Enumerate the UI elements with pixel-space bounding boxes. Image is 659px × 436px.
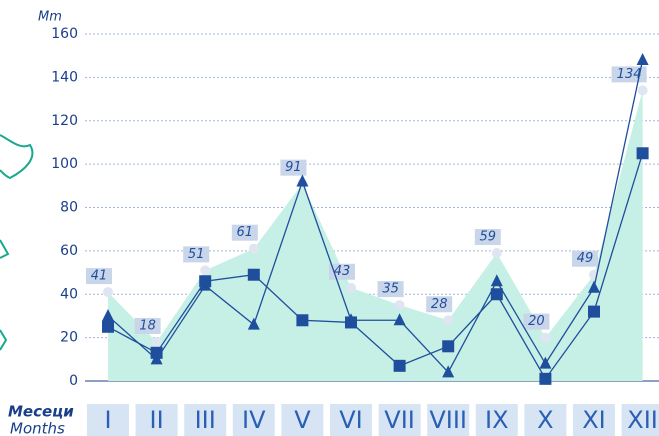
x-tick-label: IV <box>242 406 266 434</box>
area <box>108 90 643 381</box>
data-label: 59 <box>480 230 497 245</box>
data-label-box <box>572 250 598 267</box>
marker <box>296 314 309 327</box>
data-label: 43 <box>334 264 351 279</box>
marker <box>539 372 552 385</box>
data-label: 18 <box>139 318 156 333</box>
marker <box>636 53 649 66</box>
x-axis-label: Месеци <box>8 403 74 421</box>
marker <box>345 316 357 329</box>
y-tick-label: 120 <box>51 113 78 129</box>
data-label: 49 <box>577 251 594 266</box>
category-box <box>330 404 372 436</box>
data-label-box <box>611 66 647 83</box>
data-label: 41 <box>91 269 108 284</box>
marker <box>199 275 212 288</box>
point <box>540 332 551 343</box>
map-outline <box>0 134 34 351</box>
data-label: 51 <box>188 247 205 262</box>
category-box <box>232 404 275 436</box>
category-box <box>573 404 615 436</box>
marker <box>102 308 114 321</box>
line <box>107 59 644 374</box>
category-box <box>281 404 324 436</box>
y-tick-label: 140 <box>51 69 78 85</box>
line <box>107 153 644 381</box>
marker <box>588 305 600 318</box>
point <box>248 243 259 254</box>
data-label-box <box>183 246 210 263</box>
y-tick-label: 20 <box>60 330 78 346</box>
data-label-box <box>377 281 404 298</box>
data-label: 91 <box>285 160 302 175</box>
point <box>394 300 405 311</box>
data-label: 28 <box>431 297 448 312</box>
marker <box>442 365 455 378</box>
data-label-box <box>134 317 161 334</box>
x-tick-label: IX <box>485 406 509 434</box>
x-tick-label: XII <box>627 406 658 434</box>
marker <box>393 359 406 372</box>
data-label: 134 <box>617 67 642 82</box>
y-axis-label: Mm <box>38 10 62 25</box>
category-box <box>378 404 421 436</box>
category-box <box>621 404 659 436</box>
data-label-box <box>231 224 258 241</box>
point <box>346 282 356 293</box>
x-tick-label: VIII <box>429 406 467 434</box>
x-tick-label: III <box>195 406 216 434</box>
x-tick-label: VII <box>384 406 415 434</box>
data-label-box <box>86 268 112 285</box>
marker <box>588 280 600 293</box>
category-box <box>184 404 227 436</box>
data-label-box <box>474 229 501 246</box>
category-box <box>87 404 129 436</box>
data-label-box <box>426 296 453 313</box>
x-tick-label: VI <box>339 406 363 434</box>
category-box <box>475 404 518 436</box>
y-tick-label: 160 <box>51 26 78 42</box>
y-tick-label: 100 <box>51 156 78 172</box>
y-tick-label: 0 <box>69 373 78 389</box>
data-label-box <box>523 313 550 330</box>
marker <box>296 174 309 187</box>
marker <box>393 313 406 326</box>
marker <box>442 340 455 353</box>
point <box>200 265 211 276</box>
category-box <box>135 404 178 436</box>
marker <box>247 268 260 281</box>
x-tick-label: I <box>104 406 111 434</box>
point <box>491 248 502 259</box>
marker <box>490 288 503 301</box>
x-tick-label: XI <box>582 406 606 434</box>
marker <box>636 147 649 160</box>
data-label: 61 <box>237 225 254 240</box>
data-label: 20 <box>528 314 545 329</box>
point <box>151 336 162 347</box>
point <box>443 315 454 326</box>
x-tick-label: II <box>150 406 164 434</box>
y-tick-label: 40 <box>60 286 78 302</box>
marker <box>102 320 114 333</box>
data-label: 35 <box>382 282 399 297</box>
y-tick-label: 60 <box>60 243 78 259</box>
point <box>637 85 648 96</box>
y-tick-label: 80 <box>60 200 78 216</box>
category-box <box>524 404 567 436</box>
x-axis-label: Months <box>10 420 65 436</box>
x-tick-label: X <box>537 406 553 434</box>
marker <box>490 274 503 287</box>
x-tick-label: V <box>294 406 311 434</box>
category-box <box>427 404 470 436</box>
marker <box>539 356 552 369</box>
data-label-box <box>280 159 307 176</box>
point <box>103 287 113 298</box>
marker <box>150 346 163 359</box>
marker <box>247 317 260 330</box>
